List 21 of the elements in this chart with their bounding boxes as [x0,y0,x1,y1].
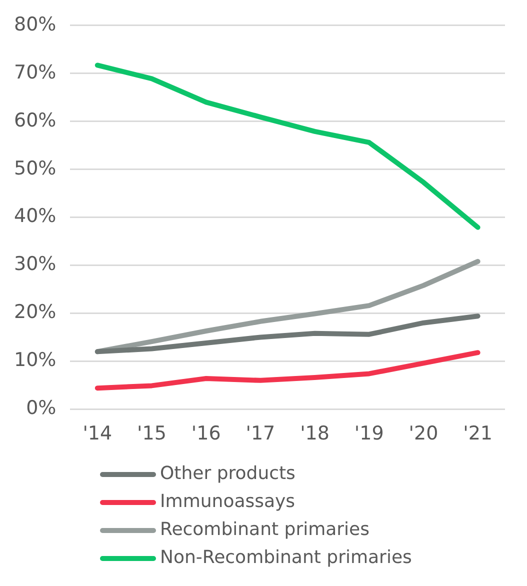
y-tick-label: 30% [14,253,56,276]
y-tick-label: 20% [14,301,56,324]
y-tick-label: 40% [14,205,56,228]
legend-label: Recombinant primaries [160,518,370,542]
y-tick-label: 70% [14,61,56,84]
x-tick-label: '19 [354,422,384,445]
y-tick-label: 80% [14,13,56,36]
legend-label: Non-Recombinant primaries [160,546,412,570]
x-tick-label: '16 [191,422,221,445]
x-tick-label: '20 [408,422,438,445]
x-tick-label: '14 [82,422,112,445]
legend-label: Immunoassays [160,490,296,514]
x-tick-label: '15 [137,422,166,445]
y-tick-label: 10% [14,349,56,372]
x-tick-label: '21 [463,422,493,445]
y-tick-label: 0% [26,397,56,420]
y-tick-label: 50% [14,157,56,180]
y-tick-label: 60% [14,109,56,132]
x-tick-label: '17 [246,422,276,445]
x-tick-label: '18 [300,422,330,445]
legend-label: Other products [160,462,296,486]
